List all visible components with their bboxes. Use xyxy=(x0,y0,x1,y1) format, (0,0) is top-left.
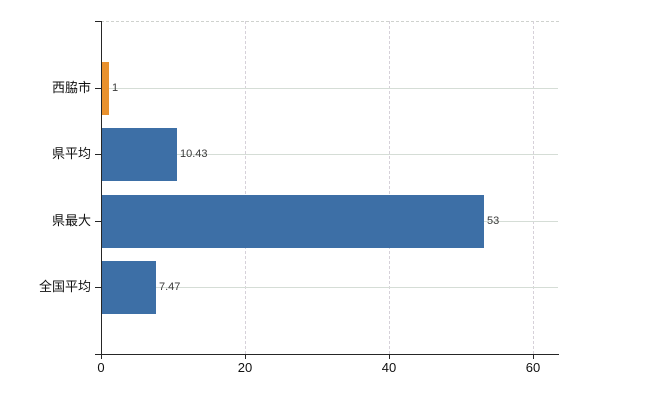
bar-pref-max xyxy=(102,195,484,248)
x-axis-tick xyxy=(245,355,246,359)
bar-pref-average xyxy=(102,128,177,181)
bar-nishiwaki xyxy=(102,62,109,115)
gridline-vertical xyxy=(389,21,390,354)
x-axis-tick-label: 40 xyxy=(381,360,397,375)
x-axis-tick-label: 60 xyxy=(525,360,541,375)
x-axis-tick xyxy=(389,355,390,359)
y-axis-tick xyxy=(95,88,101,89)
y-axis-tick xyxy=(95,287,101,288)
category-label-pref-max: 県最大 xyxy=(51,213,91,228)
gridline-horizontal xyxy=(102,287,558,288)
x-axis-tick-label: 20 xyxy=(237,360,253,375)
y-axis-tick xyxy=(95,221,101,222)
bar-value-label: 53 xyxy=(487,215,500,227)
y-axis-line xyxy=(101,21,102,354)
gridline-horizontal xyxy=(102,88,558,89)
bar-national-average xyxy=(102,261,156,314)
gridline-vertical xyxy=(245,21,246,354)
x-axis-line xyxy=(95,354,559,355)
y-axis-tick xyxy=(95,21,101,22)
bar-value-label: 7.47 xyxy=(159,281,181,293)
x-axis-tick-label: 0 xyxy=(97,360,105,375)
gridline-horizontal xyxy=(102,154,558,155)
category-label-pref-average: 県平均 xyxy=(51,146,91,161)
category-label-nishiwaki: 西脇市 xyxy=(51,80,91,95)
y-axis-tick xyxy=(95,154,101,155)
bar-value-label: 1 xyxy=(112,82,119,94)
x-axis-tick xyxy=(101,355,102,359)
plot-top-border xyxy=(101,21,559,22)
category-label-national-average: 全国平均 xyxy=(38,279,91,294)
bar-value-label: 10.43 xyxy=(180,148,208,160)
x-axis-tick xyxy=(533,355,534,359)
gridline-vertical xyxy=(533,21,534,354)
